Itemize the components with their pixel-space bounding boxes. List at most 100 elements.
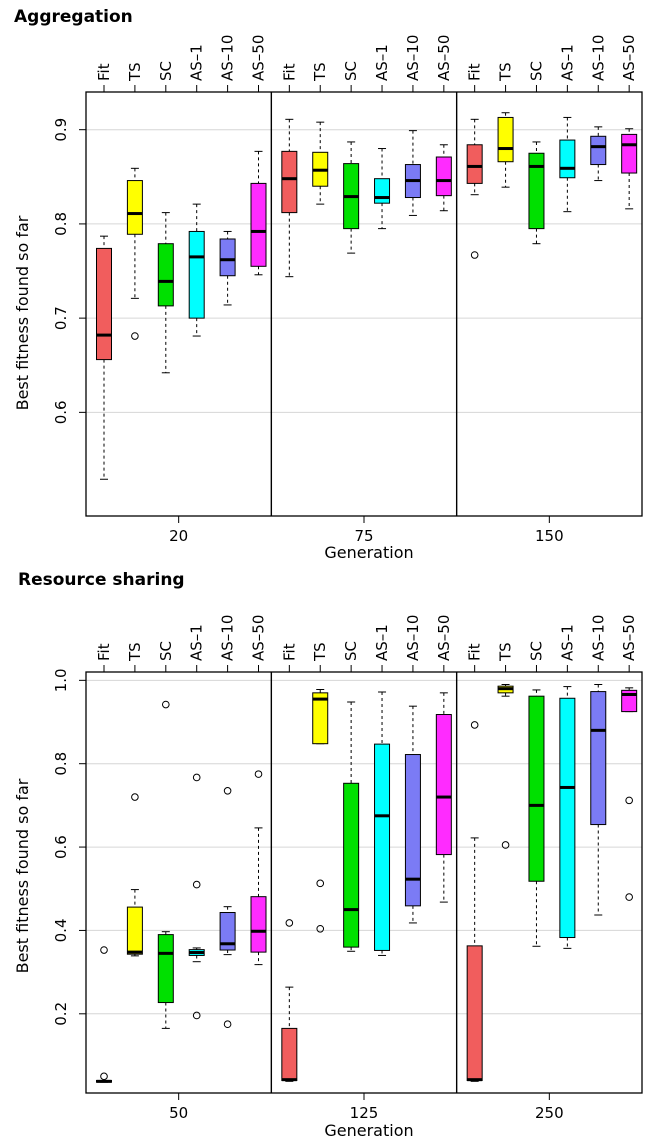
aggregation-panel: Aggregation 0.6 0.7 0.8 0.9 20 Fit TS SC AS–1 AS–… [13, 7, 643, 562]
box [343, 782, 360, 948]
y-tick-label: 0.8 [52, 212, 70, 236]
outlier-point [223, 1020, 232, 1029]
method-label: AS–50 [250, 615, 268, 661]
outlier-point [131, 332, 139, 340]
box [157, 243, 174, 307]
method-label: Fit [280, 63, 298, 81]
box [281, 1027, 298, 1081]
method-label: AS–50 [620, 615, 638, 661]
method-label: AS–10 [589, 615, 607, 661]
box [466, 945, 483, 1081]
box [250, 896, 267, 953]
box [126, 906, 143, 955]
box [126, 180, 143, 235]
box [590, 691, 607, 826]
method-label: AS–50 [620, 35, 638, 81]
generation-label: 125 [350, 1104, 379, 1122]
outlier-point [470, 251, 479, 259]
method-label: AS–1 [558, 44, 576, 81]
outlier-point [192, 773, 201, 782]
y-tick-label: 0.4 [52, 919, 70, 943]
method-label: AS–50 [435, 35, 453, 81]
x-axis-label: Generation [324, 543, 413, 562]
method-label: AS–1 [558, 624, 576, 661]
method-label: TS [126, 642, 144, 662]
outlier-point [162, 700, 170, 709]
y-tick-label: 0.2 [52, 1002, 70, 1026]
box [250, 182, 267, 267]
box [435, 714, 452, 856]
method-label: AS–10 [589, 35, 607, 81]
method-label: TS [126, 62, 144, 82]
plot-area: 0.6 0.7 0.8 0.9 20 Fit TS SC AS–1 AS–10 AS–50 75 Fit… [52, 35, 643, 545]
outlier-point [316, 879, 325, 888]
box [157, 934, 174, 1004]
method-label: AS–1 [188, 624, 206, 661]
y-tick-label: 0.6 [52, 400, 70, 424]
method-label: SC [527, 61, 545, 81]
y-tick-label: 0.8 [52, 752, 70, 776]
method-label: AS–10 [404, 615, 422, 661]
box [219, 912, 236, 951]
method-label: AS–10 [219, 615, 237, 661]
method-label: Fit [466, 643, 484, 661]
method-label: Fit [95, 63, 113, 81]
outlier-point [131, 793, 139, 801]
method-label: SC [342, 61, 360, 81]
outlier-point [223, 786, 232, 795]
method-label: Fit [95, 643, 113, 661]
y-tick-label: 0.7 [52, 306, 70, 330]
method-label: Fit [466, 63, 484, 81]
outlier-point [625, 893, 633, 901]
box [466, 144, 483, 184]
box [435, 156, 452, 197]
plot-frame [85, 91, 643, 517]
generation-label: 50 [169, 1104, 188, 1122]
method-label: AS–1 [188, 44, 206, 81]
method-label: SC [342, 641, 360, 661]
y-tick-label: 1.0 [52, 668, 70, 692]
method-label: AS–1 [373, 624, 391, 661]
generation-label: 250 [535, 1104, 564, 1122]
box [219, 238, 236, 277]
box [404, 754, 421, 907]
outlier-point [316, 924, 325, 933]
method-label: SC [157, 61, 175, 81]
method-label: AS–50 [435, 615, 453, 661]
box [559, 139, 576, 179]
box [312, 692, 329, 745]
resource-sharing-panel: Resource sharing 0.2 0.4 0.6 0.8 1.0 50 Fit TS S… [13, 570, 643, 1140]
y-axis-label: Best fitness found so far [13, 778, 32, 973]
box [590, 135, 607, 166]
method-label: SC [157, 641, 175, 661]
method-label: TS [311, 642, 329, 662]
outlier-point [254, 770, 263, 778]
generation-label: 75 [354, 527, 373, 545]
method-label: Fit [280, 643, 298, 661]
y-tick-label: 0.9 [52, 118, 70, 142]
box [497, 116, 514, 163]
method-label: SC [527, 641, 545, 661]
panel-title: Resource sharing [18, 570, 185, 590]
panel-title: Aggregation [14, 7, 133, 27]
outlier-point [100, 946, 108, 954]
box [559, 697, 576, 939]
outlier-point [285, 919, 294, 927]
plot-area: 0.2 0.4 0.6 0.8 1.0 50 Fit TS SC AS–1 AS–10 AS–50 12… [52, 615, 643, 1122]
y-tick-label: 0.6 [52, 835, 70, 859]
generation-label: 150 [535, 527, 564, 545]
box [374, 743, 391, 951]
outlier-point [470, 721, 479, 729]
outlier-point [192, 880, 201, 889]
box [188, 230, 205, 319]
plot-frame [85, 671, 643, 1094]
method-label: TS [497, 62, 515, 82]
box [528, 695, 545, 882]
outlier-point [192, 1011, 201, 1020]
outlier-point [501, 841, 510, 849]
method-label: AS–50 [250, 35, 268, 81]
method-label: TS [497, 642, 515, 662]
box [374, 178, 391, 204]
y-axis-label: Best fitness found so far [13, 215, 32, 410]
